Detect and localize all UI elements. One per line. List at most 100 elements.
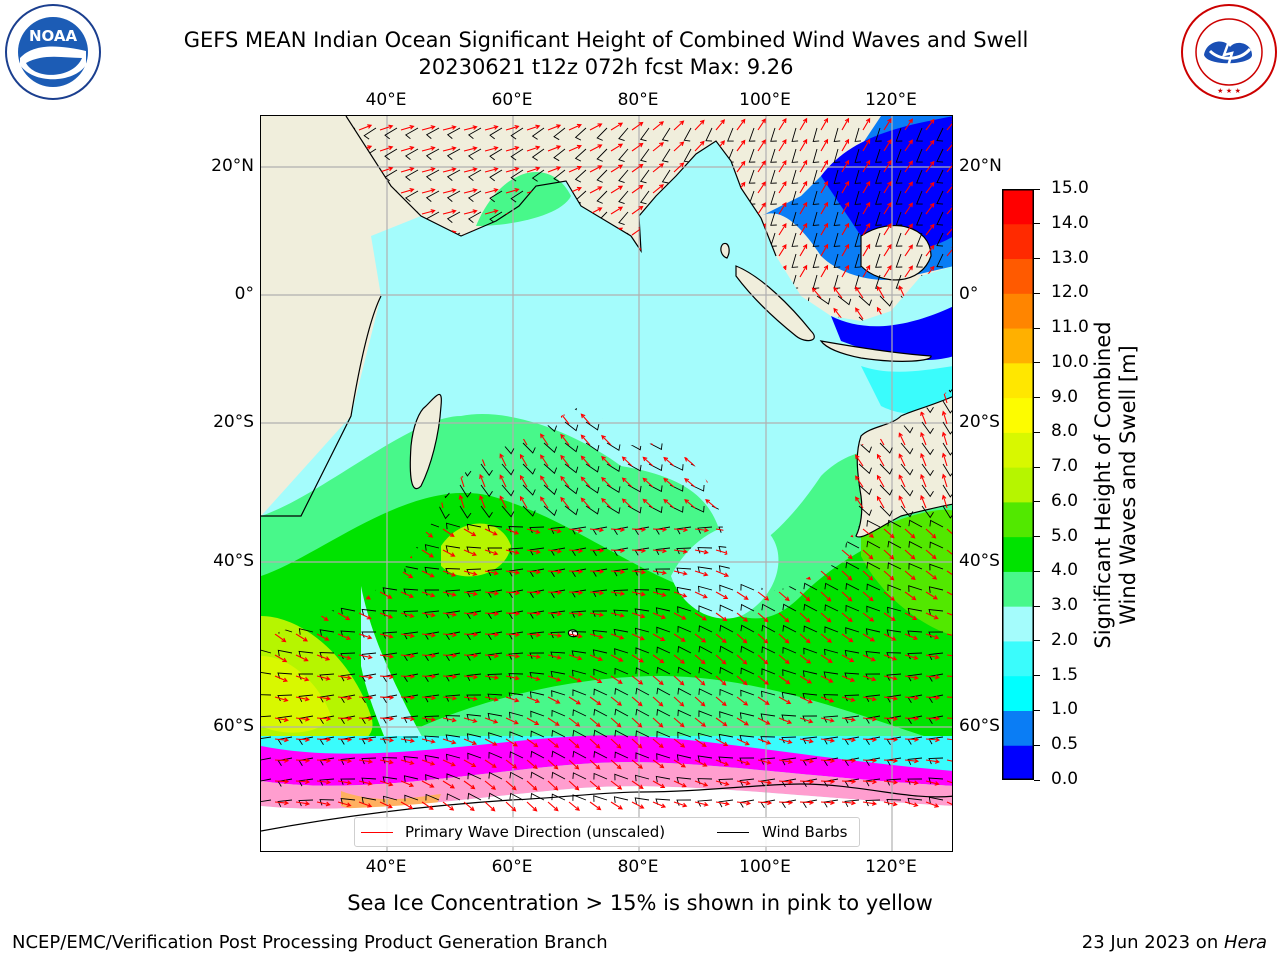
wind-barb bbox=[854, 148, 862, 163]
wave-arrow bbox=[757, 654, 769, 665]
wind-barb bbox=[340, 673, 356, 682]
wind-barb bbox=[404, 794, 419, 802]
wind-barb bbox=[782, 603, 797, 612]
wave-arrow bbox=[442, 612, 458, 617]
wind-barb bbox=[782, 624, 797, 633]
wave-arrow bbox=[505, 738, 518, 747]
wind-barb bbox=[812, 127, 820, 143]
wind-barb bbox=[543, 505, 558, 517]
wave-arrow bbox=[941, 431, 948, 446]
wind-barb bbox=[466, 694, 482, 701]
wind-barb bbox=[697, 566, 713, 573]
wind-barb bbox=[875, 148, 882, 163]
wave-arrow bbox=[442, 209, 457, 215]
wave-arrow bbox=[778, 717, 793, 725]
wind-barb bbox=[942, 400, 952, 414]
wave-arrow bbox=[820, 696, 835, 703]
wind-barb bbox=[705, 127, 713, 142]
wave-arrow bbox=[946, 674, 952, 680]
wave-arrow bbox=[631, 548, 647, 553]
wave-arrow bbox=[295, 633, 308, 642]
wind-barb bbox=[858, 442, 872, 454]
wind-barb bbox=[727, 127, 734, 142]
wave-arrow bbox=[876, 495, 885, 509]
wind-barb bbox=[895, 169, 903, 184]
wave-arrow bbox=[379, 124, 394, 131]
wave-arrow bbox=[610, 612, 625, 618]
wind-barb bbox=[403, 631, 419, 640]
wave-arrow bbox=[946, 570, 952, 579]
wave-arrow bbox=[673, 654, 685, 664]
colorbar-tick-mark bbox=[1034, 779, 1040, 781]
wave-arrow bbox=[757, 780, 773, 785]
noaa-logo: NOAA bbox=[4, 3, 102, 101]
wave-arrow bbox=[778, 223, 787, 236]
wind-barb bbox=[895, 232, 903, 247]
wind-barb bbox=[791, 169, 799, 184]
wind-barb bbox=[908, 562, 923, 570]
wave-arrow bbox=[589, 590, 605, 596]
wind-barb bbox=[697, 732, 713, 740]
wave-arrow bbox=[442, 146, 457, 152]
wind-barb bbox=[698, 625, 713, 633]
wave-arrow bbox=[904, 758, 920, 764]
wave-arrow bbox=[862, 654, 876, 662]
wave-arrow bbox=[946, 119, 952, 131]
wave-arrow bbox=[358, 612, 372, 620]
wind-barb bbox=[529, 547, 545, 556]
wind-barb bbox=[634, 797, 650, 804]
wind-barb bbox=[585, 442, 600, 452]
wind-barb bbox=[942, 442, 952, 456]
wave-arrow bbox=[694, 696, 706, 707]
wave-arrow bbox=[904, 801, 919, 808]
wave-arrow bbox=[820, 180, 829, 194]
wave-arrow bbox=[862, 570, 874, 581]
wave-arrow bbox=[862, 117, 871, 131]
wave-arrow bbox=[946, 654, 952, 659]
wind-barb bbox=[719, 711, 734, 718]
wind-barb bbox=[648, 505, 663, 514]
wave-arrow bbox=[400, 674, 416, 679]
wave-arrow bbox=[694, 140, 705, 152]
wind-barb bbox=[698, 688, 713, 696]
wind-barb bbox=[739, 734, 755, 742]
wave-arrow bbox=[610, 122, 624, 131]
wave-arrow bbox=[442, 780, 455, 789]
wind-barb bbox=[676, 776, 692, 784]
wave-arrow bbox=[876, 474, 885, 488]
wind-barb bbox=[634, 568, 650, 576]
colorbar-tick-label: 9.0 bbox=[1051, 386, 1079, 407]
wave-arrow bbox=[652, 654, 665, 664]
wind-barb bbox=[677, 606, 692, 613]
wave-arrow bbox=[379, 145, 394, 152]
wind-barb bbox=[875, 169, 882, 184]
wave-arrow bbox=[484, 801, 496, 812]
wave-arrow bbox=[463, 125, 478, 131]
wave-arrow bbox=[715, 612, 728, 622]
wind-barb bbox=[929, 519, 944, 528]
wave-arrow bbox=[442, 528, 455, 537]
wave-arrow bbox=[757, 800, 773, 806]
wind-barb bbox=[833, 232, 841, 248]
wave-arrow bbox=[274, 633, 287, 643]
wind-barb bbox=[791, 211, 799, 226]
wind-barb bbox=[277, 694, 293, 702]
wind-barb bbox=[865, 694, 881, 703]
wind-barb bbox=[824, 604, 839, 612]
wind-barb bbox=[508, 652, 524, 660]
wind-barb bbox=[488, 792, 503, 801]
colorbar-tick-mark bbox=[1034, 640, 1040, 642]
wave-arrow bbox=[379, 737, 395, 743]
wave-arrow bbox=[757, 160, 766, 173]
wind-barb bbox=[812, 148, 820, 164]
wind-barb bbox=[921, 505, 934, 519]
wind-barb bbox=[936, 190, 944, 205]
wave-arrow bbox=[820, 738, 836, 743]
wave-arrow bbox=[610, 206, 624, 215]
wind-barb bbox=[740, 645, 755, 654]
colorbar-swatch bbox=[1002, 258, 1034, 294]
wave-arrow bbox=[904, 780, 919, 786]
wave-arrow bbox=[757, 717, 771, 725]
wind-barb bbox=[572, 709, 587, 717]
wave-arrow bbox=[547, 780, 559, 791]
